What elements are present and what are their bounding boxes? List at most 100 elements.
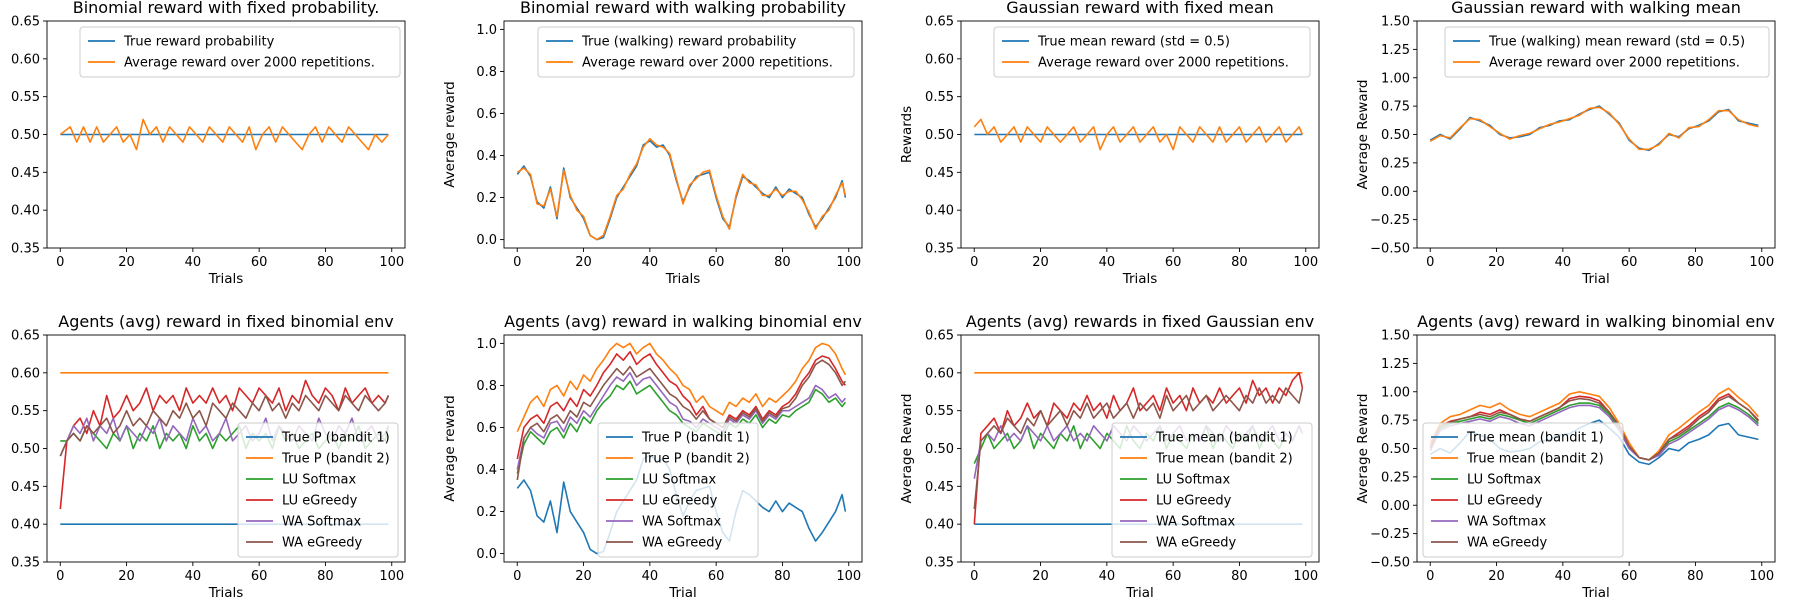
series-line-3 <box>1429 402 1759 461</box>
series-line-2 <box>1429 387 1760 461</box>
legend-label: Average reward over 2000 repetitions. <box>1489 56 1740 71</box>
legend: True P (bandit 1) True P (bandit 2) LU Sof… <box>237 422 399 558</box>
legend-box <box>237 422 399 558</box>
x-tick-label: 60 <box>1621 569 1638 584</box>
legend-label: WA Softmax <box>282 515 361 530</box>
legend-label: LU eGreedy <box>642 494 718 509</box>
legend-label: LU Softmax <box>282 473 357 488</box>
subplot-7: 0 20 40 60 80 100 0.35 0.40 0.45 0.50 0.55 0.60 0.65… <box>899 312 1320 600</box>
legend-label: True (walking) mean reward (std = 0.5) <box>1488 35 1745 50</box>
x-tick-label: 0 <box>1426 569 1434 584</box>
legend-label: True P (bandit 1) <box>641 431 750 446</box>
plot-area <box>59 118 390 151</box>
y-tick-label: 0.55 <box>925 90 954 105</box>
legend-label: WA Softmax <box>642 515 721 530</box>
y-tick-label: 0.50 <box>925 128 954 143</box>
plot-area <box>1429 387 1760 466</box>
subplot-6: 0 20 40 60 80 100 0.0 0.2 0.4 0.6 0.8 1.0 Agents (av… <box>442 312 863 600</box>
y-tick-label: 0.45 <box>11 480 40 495</box>
subplot-4: 0 20 40 60 80 100 −0.50 −0.25 0.00 0.25 0.50 0.75 1.… <box>1355 0 1776 287</box>
subplot-5: 0 20 40 60 80 100 0.35 0.40 0.45 0.50 0.55 0.60 0.65… <box>11 312 406 600</box>
chart-title: Binomial reward with walking probability <box>520 0 846 17</box>
x-tick-label: 60 <box>251 569 268 584</box>
x-tick-label: 80 <box>317 255 334 270</box>
x-tick-label: 40 <box>1555 255 1572 270</box>
legend-label: WA eGreedy <box>282 536 363 551</box>
legend-box <box>79 26 401 78</box>
chart-title: Agents (avg) reward in walking binomial … <box>1417 312 1775 331</box>
y-tick-label: 0.2 <box>476 505 497 520</box>
x-tick-label: 20 <box>118 569 135 584</box>
y-tick-label: 0.0 <box>476 233 497 248</box>
y-tick-label: 0.35 <box>925 242 954 257</box>
y-tick-label: 1.50 <box>1381 329 1410 344</box>
legend-box <box>1111 422 1313 558</box>
x-tick-label: 20 <box>1488 255 1505 270</box>
y-tick-label: 0.35 <box>925 556 954 571</box>
legend-label: LU Softmax <box>1467 473 1542 488</box>
legend-box <box>1444 26 1770 78</box>
legend-label: Average reward over 2000 repetitions. <box>582 56 833 71</box>
x-tick-label: 40 <box>185 569 202 584</box>
legend-label: True (walking) reward probability <box>581 35 797 50</box>
subplot-2: 0 20 40 60 80 100 0.0 0.2 0.4 0.6 0.8 1.0 Binomial r… <box>442 0 863 287</box>
legend: True reward probability Average reward ov… <box>79 26 401 78</box>
series-line-6 <box>59 394 390 457</box>
x-tick-label: 100 <box>836 569 861 584</box>
y-tick-label: 0.40 <box>11 204 40 219</box>
x-tick-label: 40 <box>1099 569 1116 584</box>
x-tick-label: 80 <box>774 569 791 584</box>
y-tick-label: 1.50 <box>1381 15 1410 30</box>
y-tick-label: 1.0 <box>476 337 497 352</box>
x-tick-label: 100 <box>379 569 404 584</box>
legend-label: True reward probability <box>123 35 275 50</box>
y-axis-label: Average Reward <box>899 393 915 503</box>
y-axis-label: Average Reward <box>1355 79 1371 189</box>
x-tick-label: 0 <box>513 255 521 270</box>
y-tick-label: 0.2 <box>476 191 497 206</box>
y-tick-label: 0.6 <box>476 421 497 436</box>
y-tick-label: −0.25 <box>1370 527 1410 542</box>
y-tick-label: 1.00 <box>1381 385 1410 400</box>
series-line-6 <box>973 387 1304 510</box>
x-tick-label: 20 <box>1032 569 1049 584</box>
legend-label: LU eGreedy <box>1156 494 1232 509</box>
plot-area <box>1429 105 1759 152</box>
x-tick-label: 40 <box>185 255 202 270</box>
series-line-1 <box>516 140 847 241</box>
x-tick-label: 40 <box>1555 569 1572 584</box>
series-line-4 <box>1429 393 1759 461</box>
axes-frame <box>503 20 863 249</box>
legend: True (walking) mean reward (std = 0.5) Av… <box>1444 26 1770 78</box>
legend-label: WA Softmax <box>1156 515 1235 530</box>
y-tick-label: 0.35 <box>11 556 40 571</box>
y-tick-label: 0.45 <box>925 480 954 495</box>
axes-frame <box>503 334 863 563</box>
legend-label: True mean (bandit 1) <box>1466 431 1604 446</box>
chart-title: Gaussian reward with walking mean <box>1451 0 1741 17</box>
plot-area <box>516 137 847 241</box>
legend-label: True mean reward (std = 0.5) <box>1037 35 1230 50</box>
y-tick-label: 0.8 <box>476 65 497 80</box>
y-tick-label: 0.50 <box>11 442 40 457</box>
x-tick-label: 0 <box>970 255 978 270</box>
x-tick-label: 20 <box>118 255 135 270</box>
y-tick-label: 0.60 <box>925 366 954 381</box>
y-tick-label: 0.45 <box>11 166 40 181</box>
chart-title: Agents (avg) reward in walking binomial … <box>504 312 862 331</box>
y-tick-label: 0.55 <box>11 404 40 419</box>
series-line-2 <box>1429 106 1759 151</box>
series-line-2 <box>516 342 847 433</box>
legend-label: True mean (bandit 1) <box>1155 431 1293 446</box>
x-tick-label: 60 <box>251 255 268 270</box>
x-tick-label: 60 <box>1165 569 1182 584</box>
x-tick-label: 0 <box>513 569 521 584</box>
x-tick-label: 0 <box>56 255 64 270</box>
x-tick-label: 40 <box>1099 255 1116 270</box>
legend-label: Average reward over 2000 repetitions. <box>124 56 375 71</box>
x-tick-label: 0 <box>56 569 64 584</box>
x-axis-label: Trials <box>208 271 244 287</box>
y-tick-label: 0.50 <box>1381 128 1410 143</box>
x-tick-label: 100 <box>1293 569 1318 584</box>
y-tick-label: 0.55 <box>925 404 954 419</box>
